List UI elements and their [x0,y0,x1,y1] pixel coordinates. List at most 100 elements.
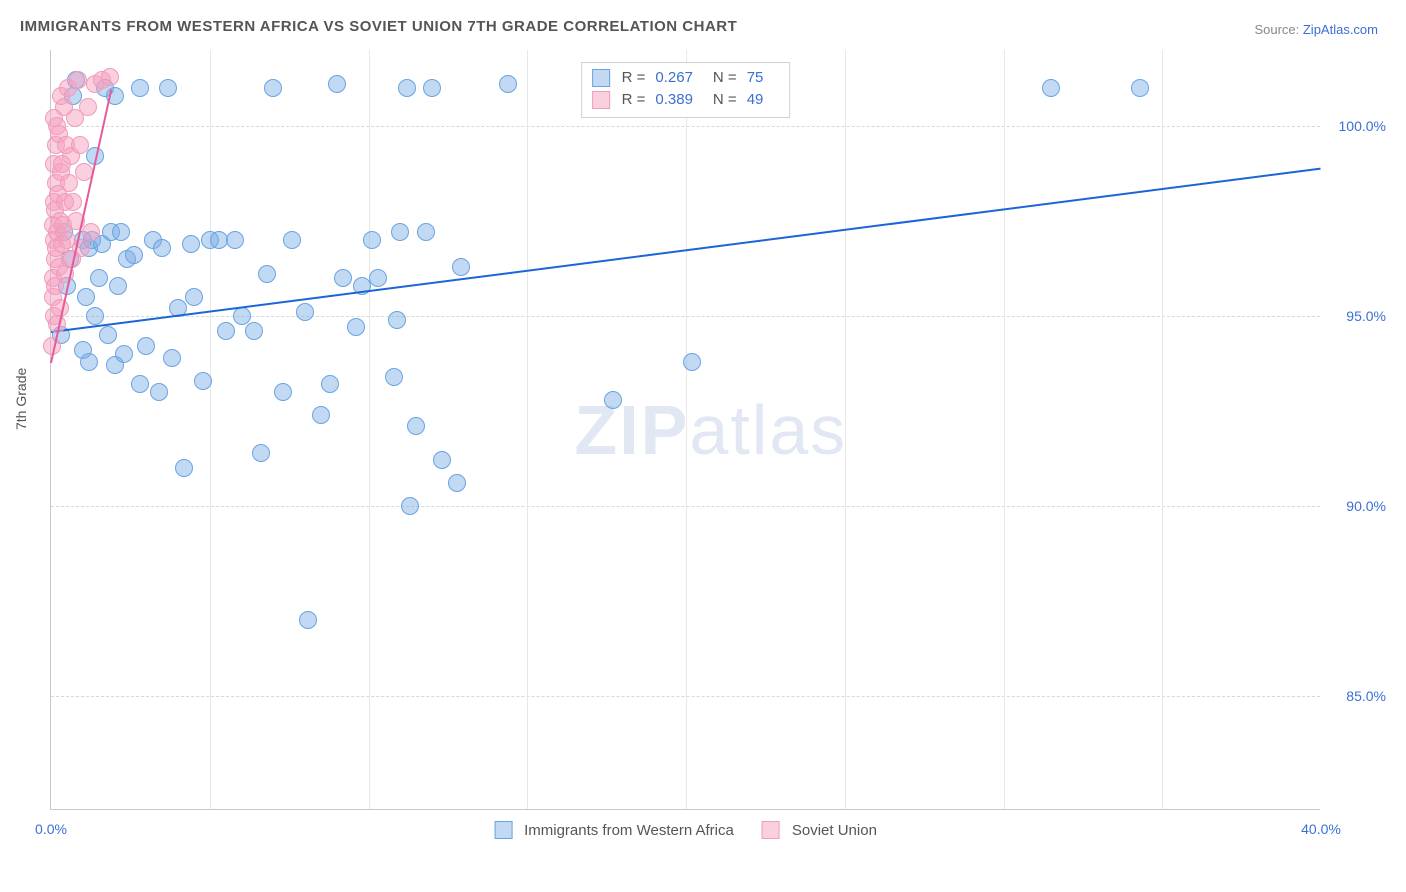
y-tick-label: 100.0% [1339,118,1386,134]
legend-swatch [494,821,512,839]
scatter-point [217,322,235,340]
scatter-point [347,318,365,336]
legend-rn-row: R = 0.389 N = 49 [592,89,776,111]
bottom-legend-item: Soviet Union [762,821,877,839]
scatter-point [296,303,314,321]
chart-title: IMMIGRANTS FROM WESTERN AFRICA VS SOVIET… [20,18,737,35]
bottom-legend-item: Immigrants from Western Africa [494,821,734,839]
scatter-point [71,136,89,154]
scatter-point [1131,79,1149,97]
gridline-v [845,50,846,809]
legend-n-value: 49 [747,89,764,111]
gridline-v [1004,50,1005,809]
x-tick-label: 40.0% [1301,821,1341,837]
scatter-point [385,368,403,386]
legend-n-value: 75 [747,67,764,89]
scatter-point [131,79,149,97]
scatter-point [150,383,168,401]
scatter-point [1042,79,1060,97]
bottom-legend-label: Immigrants from Western Africa [524,822,734,839]
bottom-legend: Immigrants from Western Africa Soviet Uni… [494,821,877,839]
scatter-point [60,174,78,192]
legend-rn-row: R = 0.267 N = 75 [592,67,776,89]
scatter-point [101,68,119,86]
y-axis-label: 7th Grade [13,368,29,430]
scatter-point [64,193,82,211]
legend-r-label: R = [622,67,646,89]
scatter-point [115,345,133,363]
scatter-point [79,98,97,116]
scatter-point [258,265,276,283]
scatter-point [194,372,212,390]
scatter-point [245,322,263,340]
scatter-point [137,337,155,355]
legend-r-value: 0.389 [655,89,693,111]
legend-n-label: N = [713,89,737,111]
scatter-point [82,223,100,241]
scatter-point [69,71,87,89]
legend-swatch [762,821,780,839]
scatter-point [417,223,435,241]
scatter-point [274,383,292,401]
scatter-point [312,406,330,424]
scatter-point [604,391,622,409]
scatter-point [77,288,95,306]
scatter-point [328,75,346,93]
legend-swatch [592,69,610,87]
legend-rn: R = 0.267 N = 75 R = 0.389 N = 49 [581,62,791,118]
scatter-point [233,307,251,325]
scatter-point [391,223,409,241]
scatter-point [153,239,171,257]
scatter-point [175,459,193,477]
scatter-point [448,474,466,492]
plot-area: ZIPatlas 85.0%90.0%95.0%100.0%0.0%40.0%R… [50,50,1320,810]
scatter-point [86,307,104,325]
scatter-point [252,444,270,462]
scatter-point [182,235,200,253]
source-link[interactable]: ZipAtlas.com [1303,22,1378,37]
gridline-v [527,50,528,809]
source-prefix: Source: [1254,22,1302,37]
scatter-point [112,223,130,241]
scatter-point [299,611,317,629]
scatter-point [99,326,117,344]
scatter-point [283,231,301,249]
y-tick-label: 90.0% [1346,498,1386,514]
gridline-v [210,50,211,809]
scatter-point [80,353,98,371]
scatter-point [90,269,108,287]
legend-swatch [592,91,610,109]
gridline-v [369,50,370,809]
scatter-point [363,231,381,249]
watermark-b: atlas [689,391,847,469]
scatter-point [407,417,425,435]
gridline-v [1162,50,1163,809]
scatter-point [334,269,352,287]
bottom-legend-label: Soviet Union [792,822,877,839]
scatter-point [499,75,517,93]
scatter-point [683,353,701,371]
scatter-point [452,258,470,276]
legend-r-label: R = [622,89,646,111]
scatter-point [109,277,127,295]
gridline-v [686,50,687,809]
scatter-point [226,231,244,249]
x-tick-label: 0.0% [35,821,67,837]
scatter-point [398,79,416,97]
scatter-point [388,311,406,329]
y-tick-label: 85.0% [1346,688,1386,704]
scatter-point [401,497,419,515]
scatter-point [264,79,282,97]
legend-r-value: 0.267 [655,67,693,89]
scatter-point [159,79,177,97]
scatter-point [423,79,441,97]
scatter-point [321,375,339,393]
scatter-point [185,288,203,306]
scatter-point [131,375,149,393]
scatter-point [369,269,387,287]
legend-n-label: N = [713,67,737,89]
watermark-a: ZIP [574,391,689,469]
source-label: Source: ZipAtlas.com [1254,22,1378,37]
scatter-point [163,349,181,367]
y-tick-label: 95.0% [1346,308,1386,324]
